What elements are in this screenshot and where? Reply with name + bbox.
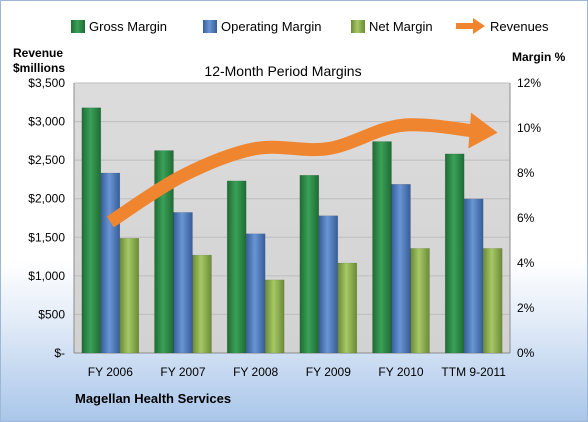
left-tick-label: $2,000 — [28, 192, 65, 206]
bar-gross-margin — [444, 153, 465, 354]
right-axis-ticks: 0% 2% 4% 6% 8% 10% 12% — [517, 76, 541, 360]
legend-arrowhead-revenues — [473, 18, 485, 34]
bar-operating-margin — [391, 184, 411, 354]
legend-swatch-gross-margin — [71, 20, 85, 33]
gridlines — [73, 82, 511, 354]
left-tick-label: $3,500 — [28, 76, 65, 90]
legend-item-operating-margin: Operating Margin — [203, 19, 321, 34]
bar-operating-margin — [173, 212, 193, 354]
x-tick-label: FY 2007 — [160, 365, 205, 379]
company-name: Magellan Health Services — [75, 391, 231, 406]
legend-item-net-margin: Net Margin — [351, 19, 433, 34]
right-tick-label: 10% — [517, 121, 541, 135]
left-tick-label: $3,000 — [28, 115, 65, 129]
bar-net-margin — [264, 279, 285, 354]
bar-gross-margin — [226, 180, 247, 354]
left-tick-label: $500 — [38, 307, 65, 321]
bar-operating-margin — [318, 215, 339, 354]
bars — [81, 107, 503, 354]
legend-swatch-operating-margin — [203, 20, 217, 33]
legend: Gross Margin Operating Margin Net Margin… — [71, 18, 549, 34]
legend-label-gross-margin: Gross Margin — [89, 19, 167, 34]
left-axis-ticks: $- $500 $1,000 $1,500 $2,000 $2,500 $3,000 $3,5… — [28, 76, 65, 360]
legend-item-gross-margin: Gross Margin — [71, 19, 167, 34]
x-tick-label: TTM 9-2011 — [441, 365, 506, 379]
bar-operating-margin — [463, 198, 484, 354]
right-tick-label: 0% — [517, 346, 535, 360]
right-tick-label: 8% — [517, 166, 535, 180]
bar-net-margin — [119, 238, 140, 354]
x-tick-label: FY 2009 — [306, 365, 351, 379]
bar-operating-margin — [245, 233, 266, 354]
legend-label-revenues: Revenues — [490, 19, 549, 34]
left-tick-label: $1,500 — [28, 230, 65, 244]
legend-label-net-margin: Net Margin — [369, 19, 433, 34]
revenue-arrowhead — [468, 112, 498, 149]
bar-gross-margin — [372, 141, 392, 354]
right-tick-label: 4% — [517, 256, 535, 270]
left-tick-label: $- — [54, 346, 65, 360]
left-tick-label: $2,500 — [28, 153, 65, 167]
x-axis-ticks: FY 2006 FY 2007 FY 2008 FY 2009 FY 2010 TTM 9… — [88, 365, 506, 379]
left-tick-label: $1,000 — [28, 269, 65, 283]
right-tick-label: 12% — [517, 76, 541, 90]
revenue-line — [106, 118, 475, 228]
bar-gross-margin — [81, 107, 102, 354]
left-axis-title-line2: $millions — [13, 61, 65, 75]
legend-label-operating-margin: Operating Margin — [221, 19, 321, 34]
x-tick-label: FY 2010 — [378, 365, 423, 379]
right-tick-label: 6% — [517, 211, 535, 225]
legend-swatch-net-margin — [351, 20, 365, 33]
right-axis-title: Margin % — [512, 50, 566, 64]
legend-item-revenues: Revenues — [456, 18, 549, 34]
chart-title: 12-Month Period Margins — [204, 63, 361, 79]
left-axis-title-line1: Revenue — [13, 46, 63, 60]
x-tick-label: FY 2008 — [233, 365, 278, 379]
bar-operating-margin — [100, 172, 121, 354]
x-tick-label: FY 2006 — [88, 365, 133, 379]
bar-gross-margin — [299, 175, 320, 354]
bar-net-margin — [337, 262, 358, 354]
bar-net-margin — [410, 248, 430, 354]
bar-net-margin — [192, 254, 212, 354]
revenue-arrow — [106, 112, 498, 228]
right-tick-label: 2% — [517, 301, 535, 315]
bar-net-margin — [482, 248, 503, 354]
